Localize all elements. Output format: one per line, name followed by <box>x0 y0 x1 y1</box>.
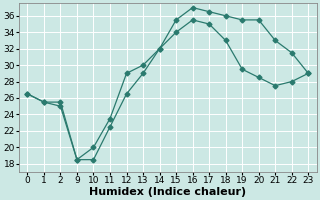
X-axis label: Humidex (Indice chaleur): Humidex (Indice chaleur) <box>89 187 246 197</box>
